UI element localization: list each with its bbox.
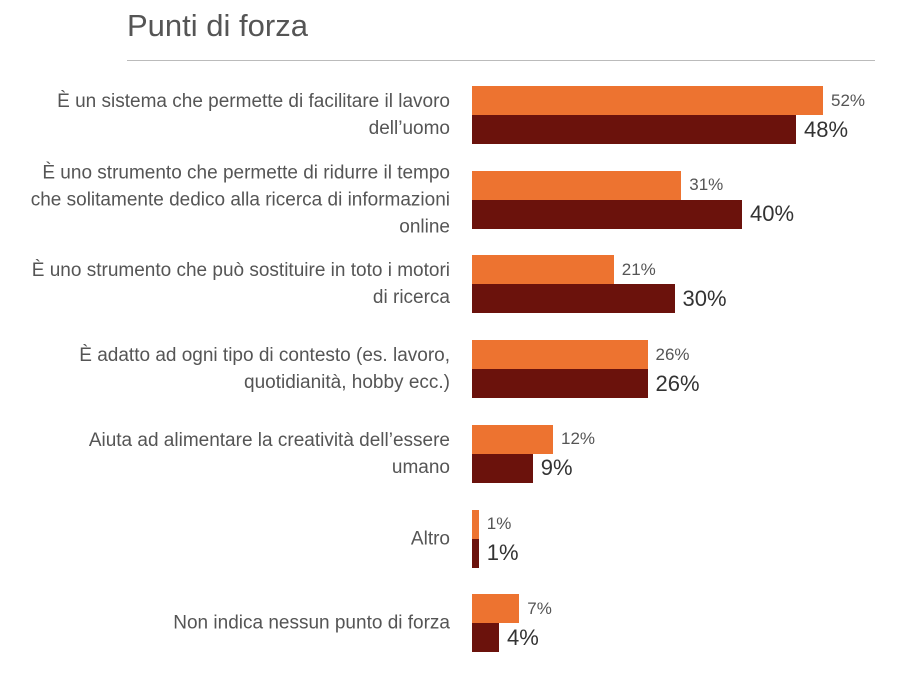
value-label: 40% <box>750 201 795 227</box>
value-label: 12% <box>561 429 596 449</box>
value-label: 52% <box>831 90 866 110</box>
chart-title: Punti di forza <box>127 8 308 43</box>
bar <box>472 424 553 454</box>
value-label: 30% <box>682 285 727 311</box>
bar <box>472 538 479 568</box>
bar <box>472 453 533 483</box>
value-label: 1% <box>486 514 512 533</box>
category-label: Non indica nessun punto di forza <box>173 612 450 634</box>
bar <box>472 284 675 314</box>
value-label: 21% <box>621 259 656 279</box>
value-label: 26% <box>655 370 700 396</box>
value-label: 26% <box>655 344 690 364</box>
bar <box>472 170 682 200</box>
bar <box>472 115 796 144</box>
value-label: 31% <box>689 175 724 195</box>
title-rule <box>127 60 875 61</box>
bar <box>472 86 823 115</box>
category-label: È uno strumento che può sostituire in to… <box>31 260 450 309</box>
bar <box>472 509 479 539</box>
category-label: È un sistema che permette di facilitare … <box>57 91 450 139</box>
bar <box>472 255 614 285</box>
bar <box>472 199 742 229</box>
bar <box>472 340 648 370</box>
bar <box>472 623 499 653</box>
category-label: È adatto ad ogni tipo di contesto (es. l… <box>79 345 450 394</box>
value-label: 9% <box>540 455 573 481</box>
value-label: 4% <box>507 624 539 650</box>
value-label: 48% <box>804 116 849 142</box>
value-label: 1% <box>486 540 519 565</box>
value-label: 7% <box>527 598 552 618</box>
category-label: Aiuta ad alimentare la creatività dell’e… <box>88 429 450 478</box>
category-label: Altro <box>410 528 450 549</box>
bar <box>472 594 520 624</box>
category-label: È uno strumento che permette di ridurre … <box>30 162 450 238</box>
bar <box>472 369 648 399</box>
